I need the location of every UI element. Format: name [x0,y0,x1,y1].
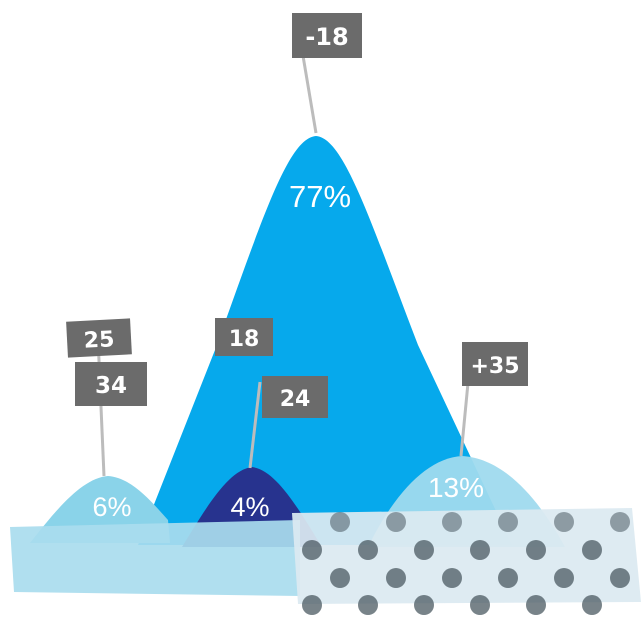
flag-label: 18 [229,327,260,352]
tape-dot [386,512,406,532]
tape-dot [470,540,490,560]
tape-dot [582,595,602,615]
flag-label: -18 [305,23,348,51]
flag-center: -18 [292,13,362,58]
tape-dot [526,595,546,615]
tape-dot [610,568,630,588]
flag-left-bottom: 34 [75,362,147,406]
tape-dot [330,568,350,588]
tape-dot [358,540,378,560]
blue-tape-strip [10,520,300,596]
flag-label: 24 [280,387,311,412]
tape-dot [442,568,462,588]
flag-dark-top: 18 [215,318,273,356]
percent-label-center: 77% [289,179,351,214]
tape-dot [358,595,378,615]
tape-dot [330,512,350,532]
tape-dot [414,540,434,560]
tape-dot [414,595,434,615]
tape-dot [498,568,518,588]
tape-dot [526,540,546,560]
flag-right: +35 [462,342,528,386]
tape-dot [582,540,602,560]
flag-dark-bottom: 24 [262,376,328,418]
tape-dot [610,512,630,532]
tape-dot [302,540,322,560]
flag-label: +35 [470,354,519,379]
flag-label: 34 [95,373,127,399]
tape-dot [442,512,462,532]
percent-label-dark: 4% [230,492,269,522]
percent-label-right: 13% [428,472,484,503]
tape-dot [554,512,574,532]
pole-left [98,338,104,476]
tape-dot [302,595,322,615]
tape-dot [498,512,518,532]
flag-left-top: 25 [66,318,132,357]
tape-dot [470,595,490,615]
polka-dot-tape [292,508,641,615]
flag-label: 25 [83,327,115,354]
tape-dot [554,568,574,588]
tape-dot [386,568,406,588]
percent-label-left: 6% [92,492,131,522]
